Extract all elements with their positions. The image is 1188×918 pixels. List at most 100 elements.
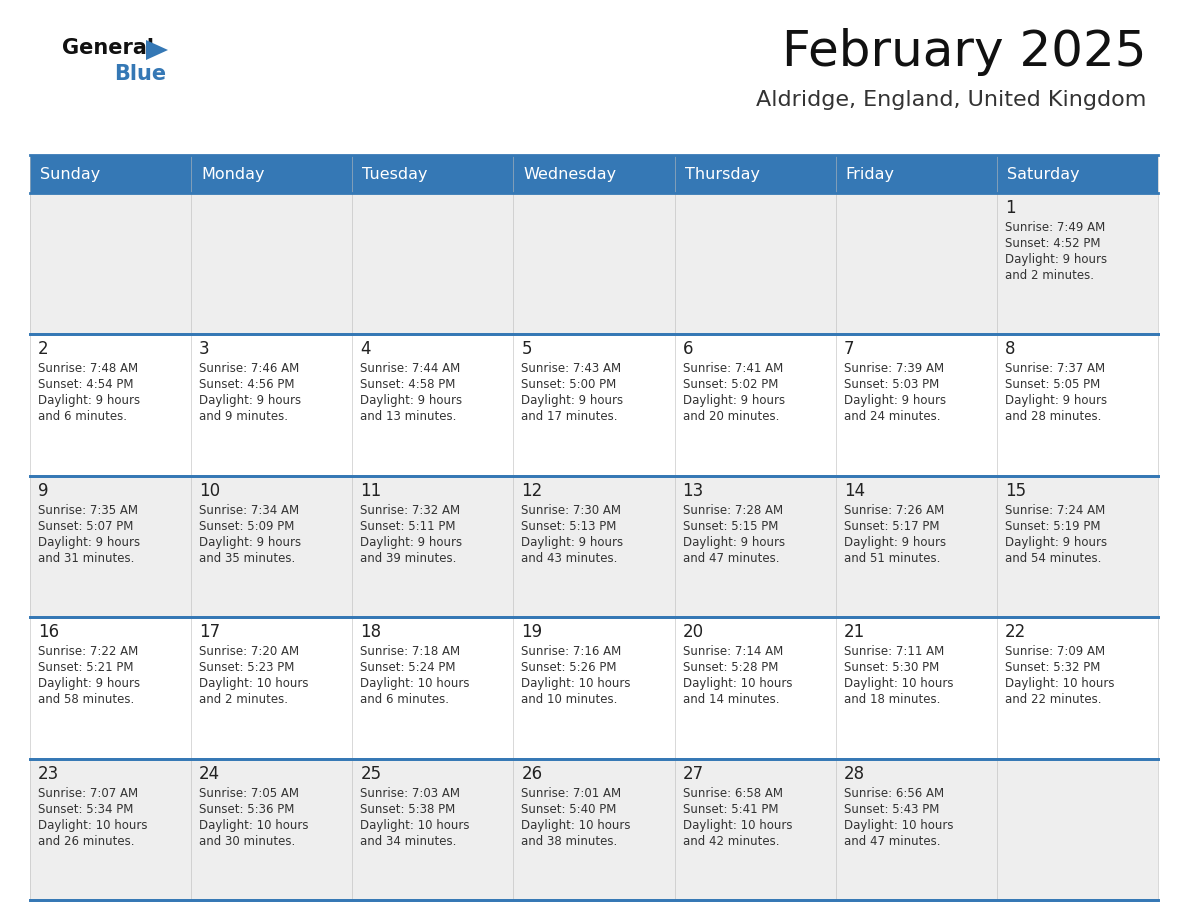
Text: Sunrise: 7:44 AM: Sunrise: 7:44 AM (360, 363, 461, 375)
Text: and 39 minutes.: and 39 minutes. (360, 552, 456, 565)
Text: Sunrise: 7:30 AM: Sunrise: 7:30 AM (522, 504, 621, 517)
Text: and 28 minutes.: and 28 minutes. (1005, 410, 1101, 423)
Text: Sunrise: 7:49 AM: Sunrise: 7:49 AM (1005, 221, 1105, 234)
Bar (675, 617, 835, 758)
Text: Sunrise: 7:32 AM: Sunrise: 7:32 AM (360, 504, 461, 517)
Text: Sunset: 5:30 PM: Sunset: 5:30 PM (843, 661, 939, 674)
Bar (835, 155, 997, 193)
Text: Sunrise: 7:14 AM: Sunrise: 7:14 AM (683, 645, 783, 658)
Text: 20: 20 (683, 623, 703, 641)
Text: and 34 minutes.: and 34 minutes. (360, 834, 456, 847)
Text: Daylight: 9 hours: Daylight: 9 hours (1005, 536, 1107, 549)
Text: Daylight: 9 hours: Daylight: 9 hours (843, 536, 946, 549)
Text: Daylight: 10 hours: Daylight: 10 hours (360, 819, 469, 832)
Bar (675, 193, 835, 334)
Text: Monday: Monday (201, 166, 265, 182)
Text: Sunset: 5:24 PM: Sunset: 5:24 PM (360, 661, 456, 674)
Text: 15: 15 (1005, 482, 1026, 499)
Text: Wednesday: Wednesday (524, 166, 617, 182)
Bar (835, 193, 997, 334)
Text: and 10 minutes.: and 10 minutes. (522, 693, 618, 706)
Bar (997, 334, 1158, 476)
Text: 8: 8 (1005, 341, 1016, 358)
Text: February 2025: February 2025 (782, 28, 1146, 76)
Bar (997, 476, 1158, 617)
Text: Daylight: 9 hours: Daylight: 9 hours (200, 536, 302, 549)
Bar (353, 617, 513, 758)
Bar (513, 334, 675, 476)
Text: and 22 minutes.: and 22 minutes. (1005, 693, 1101, 706)
Text: Sunrise: 7:39 AM: Sunrise: 7:39 AM (843, 363, 943, 375)
Text: Sunrise: 7:24 AM: Sunrise: 7:24 AM (1005, 504, 1105, 517)
Text: and 6 minutes.: and 6 minutes. (38, 410, 127, 423)
Text: Sunset: 5:19 PM: Sunset: 5:19 PM (1005, 520, 1100, 532)
Text: Thursday: Thursday (684, 166, 759, 182)
Text: and 43 minutes.: and 43 minutes. (522, 552, 618, 565)
Text: 11: 11 (360, 482, 381, 499)
Text: and 42 minutes.: and 42 minutes. (683, 834, 779, 847)
Bar (675, 334, 835, 476)
Text: Daylight: 10 hours: Daylight: 10 hours (843, 677, 953, 690)
Text: 18: 18 (360, 623, 381, 641)
Text: and 35 minutes.: and 35 minutes. (200, 552, 296, 565)
Text: Sunset: 5:13 PM: Sunset: 5:13 PM (522, 520, 617, 532)
Text: Sunrise: 7:43 AM: Sunrise: 7:43 AM (522, 363, 621, 375)
Bar (30, 334, 191, 476)
Text: and 20 minutes.: and 20 minutes. (683, 410, 779, 423)
Text: and 31 minutes.: and 31 minutes. (38, 552, 134, 565)
Bar (353, 334, 513, 476)
Text: Sunrise: 7:20 AM: Sunrise: 7:20 AM (200, 645, 299, 658)
Text: Daylight: 9 hours: Daylight: 9 hours (522, 536, 624, 549)
Text: and 17 minutes.: and 17 minutes. (522, 410, 618, 423)
Bar (30, 193, 191, 334)
Text: 26: 26 (522, 765, 543, 783)
Text: Sunset: 4:54 PM: Sunset: 4:54 PM (38, 378, 133, 391)
Text: Saturday: Saturday (1007, 166, 1080, 182)
Bar (30, 155, 191, 193)
Bar (191, 617, 353, 758)
Text: Sunrise: 7:05 AM: Sunrise: 7:05 AM (200, 787, 299, 800)
Text: Sunset: 5:36 PM: Sunset: 5:36 PM (200, 802, 295, 815)
Text: 23: 23 (38, 765, 59, 783)
Bar (353, 758, 513, 900)
Text: Sunset: 4:52 PM: Sunset: 4:52 PM (1005, 237, 1100, 250)
Text: Sunrise: 7:48 AM: Sunrise: 7:48 AM (38, 363, 138, 375)
Text: Sunrise: 6:56 AM: Sunrise: 6:56 AM (843, 787, 943, 800)
Text: Sunrise: 7:01 AM: Sunrise: 7:01 AM (522, 787, 621, 800)
Text: Tuesday: Tuesday (362, 166, 428, 182)
Text: 7: 7 (843, 341, 854, 358)
Text: 27: 27 (683, 765, 703, 783)
Text: Aldridge, England, United Kingdom: Aldridge, England, United Kingdom (756, 90, 1146, 110)
Text: Sunrise: 7:07 AM: Sunrise: 7:07 AM (38, 787, 138, 800)
Bar (30, 476, 191, 617)
Text: 19: 19 (522, 623, 543, 641)
Text: Sunset: 4:56 PM: Sunset: 4:56 PM (200, 378, 295, 391)
Text: Sunrise: 7:37 AM: Sunrise: 7:37 AM (1005, 363, 1105, 375)
Bar (353, 476, 513, 617)
Text: 3: 3 (200, 341, 210, 358)
Text: 13: 13 (683, 482, 703, 499)
Text: Sunrise: 7:41 AM: Sunrise: 7:41 AM (683, 363, 783, 375)
Text: Sunrise: 7:09 AM: Sunrise: 7:09 AM (1005, 645, 1105, 658)
Text: Daylight: 9 hours: Daylight: 9 hours (522, 395, 624, 408)
Bar (513, 193, 675, 334)
Text: 17: 17 (200, 623, 220, 641)
Text: Sunset: 5:21 PM: Sunset: 5:21 PM (38, 661, 133, 674)
Text: Sunset: 5:03 PM: Sunset: 5:03 PM (843, 378, 939, 391)
Text: Sunrise: 7:18 AM: Sunrise: 7:18 AM (360, 645, 461, 658)
Text: Daylight: 9 hours: Daylight: 9 hours (38, 677, 140, 690)
Text: Sunset: 5:07 PM: Sunset: 5:07 PM (38, 520, 133, 532)
Bar (835, 334, 997, 476)
Text: Daylight: 10 hours: Daylight: 10 hours (683, 677, 792, 690)
Text: and 6 minutes.: and 6 minutes. (360, 693, 449, 706)
Text: Sunrise: 7:26 AM: Sunrise: 7:26 AM (843, 504, 944, 517)
Text: 2: 2 (38, 341, 49, 358)
Text: Daylight: 9 hours: Daylight: 9 hours (683, 536, 785, 549)
Text: and 24 minutes.: and 24 minutes. (843, 410, 940, 423)
Bar (353, 155, 513, 193)
Text: 5: 5 (522, 341, 532, 358)
Text: General: General (62, 38, 154, 58)
Text: and 2 minutes.: and 2 minutes. (1005, 269, 1094, 282)
Text: Sunset: 5:11 PM: Sunset: 5:11 PM (360, 520, 456, 532)
Text: and 30 minutes.: and 30 minutes. (200, 834, 296, 847)
